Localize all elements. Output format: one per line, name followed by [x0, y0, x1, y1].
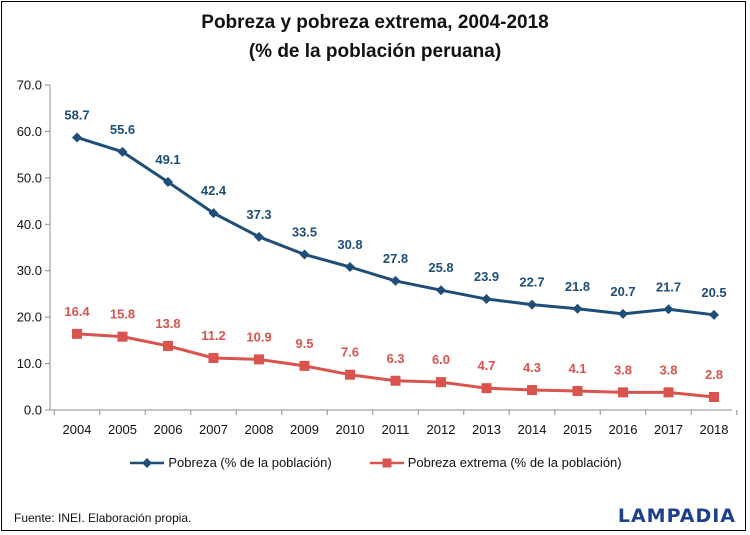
data-point-pobreza: [572, 303, 583, 314]
chart-title: Pobreza y pobreza extrema, 2004-2018: [201, 12, 549, 33]
x-tick-label: 2016: [609, 422, 638, 437]
data-point-pobreza: [390, 275, 401, 286]
data-point-pobreza: [709, 309, 719, 320]
data-point-pobreza-extrema: [254, 354, 264, 365]
data-label-pobreza: 55.6: [110, 122, 135, 137]
y-tick-label: 70.0: [17, 78, 42, 93]
data-point-pobreza: [299, 249, 310, 260]
x-tick-label: 2008: [245, 422, 274, 437]
data-label-pobreza-extrema: 16.4: [64, 304, 90, 319]
chart-subtitle: (% de la población peruana): [248, 41, 502, 62]
data-label-pobreza-extrema: 6.0: [432, 352, 450, 367]
x-tick-label: 2007: [199, 422, 228, 437]
data-label-pobreza: 20.5: [701, 285, 726, 300]
data-point-pobreza-extrema: [390, 375, 401, 386]
data-point-pobreza-extrema: [72, 328, 82, 339]
data-label-pobreza: 58.7: [64, 107, 89, 122]
data-point-pobreza-extrema: [527, 385, 537, 396]
data-label-pobreza-extrema: 3.8: [659, 362, 677, 377]
data-point-pobreza-extrema: [163, 340, 173, 351]
data-label-pobreza-extrema: 15.8: [110, 307, 135, 322]
y-tick-label: 50.0: [17, 170, 42, 185]
data-label-pobreza: 37.3: [246, 207, 271, 222]
data-label-pobreza: 21.7: [656, 279, 681, 294]
x-tick-label: 2014: [518, 422, 547, 437]
data-label-pobreza: 23.9: [474, 269, 499, 284]
x-tick-label: 2013: [472, 422, 501, 437]
data-point-pobreza: [663, 304, 674, 315]
data-label-pobreza: 22.7: [519, 275, 544, 290]
legend-item-pobreza: Pobreza (% de la población): [128, 455, 332, 470]
data-label-pobreza: 20.7: [610, 284, 635, 299]
x-tick-label: 2005: [108, 422, 137, 437]
data-point-pobreza-extrema: [572, 385, 583, 396]
data-point-pobreza: [527, 299, 537, 310]
data-label-pobreza-extrema: 6.3: [386, 351, 404, 366]
data-label-pobreza: 25.8: [428, 260, 453, 275]
x-tick-label: 2011: [382, 422, 410, 437]
data-label-pobreza: 30.8: [337, 237, 362, 252]
x-tick-label: 2010: [336, 422, 365, 437]
data-point-pobreza-extrema: [481, 383, 492, 394]
data-point-pobreza: [254, 231, 264, 242]
data-label-pobreza: 49.1: [155, 152, 180, 167]
lampadia-logo: LAMPADIA: [617, 505, 736, 527]
data-label-pobreza-extrema: 3.8: [614, 362, 632, 377]
data-point-pobreza: [618, 308, 628, 319]
data-point-pobreza-extrema: [618, 387, 628, 398]
data-label-pobreza: 21.8: [565, 279, 590, 294]
data-label-pobreza-extrema: 4.3: [523, 360, 541, 375]
legend-item-pobreza-extrema: Pobreza extrema (% de la población): [368, 455, 622, 470]
data-point-pobreza: [436, 285, 446, 296]
data-point-pobreza-extrema: [436, 377, 446, 388]
y-tick-label: 0.0: [24, 403, 42, 418]
y-tick-label: 30.0: [17, 263, 42, 278]
data-point-pobreza-extrema: [208, 353, 219, 363]
legend-marker-square: [369, 458, 404, 467]
x-tick-label: 2012: [427, 422, 456, 437]
legend-marker-diamond: [130, 457, 165, 468]
data-point-pobreza-extrema: [709, 392, 719, 402]
data-point-pobreza: [163, 177, 173, 188]
data-point-pobreza: [208, 208, 219, 219]
chart-legend: Pobreza (% de la población) Pobreza extr…: [0, 455, 750, 470]
data-label-pobreza-extrema: 10.9: [246, 329, 271, 344]
x-tick-label: 2009: [290, 422, 319, 437]
data-point-pobreza-extrema: [345, 369, 355, 380]
data-label-pobreza: 33.5: [292, 224, 317, 239]
x-tick-label: 2017: [654, 422, 683, 437]
data-point-pobreza: [481, 294, 492, 305]
data-label-pobreza-extrema: 9.5: [295, 336, 313, 351]
x-tick-label: 2004: [63, 422, 92, 437]
data-point-pobreza-extrema: [117, 331, 128, 342]
data-label-pobreza-extrema: 4.1: [568, 361, 586, 376]
data-label-pobreza-extrema: 11.2: [201, 328, 226, 343]
data-point-pobreza: [117, 146, 128, 157]
x-tick-label: 2018: [700, 422, 729, 437]
y-tick-label: 10.0: [17, 356, 42, 371]
x-tick-label: 2006: [154, 422, 183, 437]
data-label-pobreza: 27.8: [383, 251, 408, 266]
y-tick-label: 40.0: [17, 217, 42, 232]
y-tick-label: 20.0: [17, 310, 42, 325]
data-point-pobreza-extrema: [299, 360, 310, 371]
data-label-pobreza: 42.4: [201, 183, 227, 198]
data-label-pobreza-extrema: 4.7: [477, 358, 495, 373]
data-label-pobreza-extrema: 2.8: [705, 367, 723, 382]
data-label-pobreza-extrema: 7.6: [341, 345, 359, 360]
data-point-pobreza: [345, 262, 355, 272]
legend-label-pobreza-extrema: Pobreza extrema (% de la población): [407, 455, 622, 470]
data-point-pobreza: [72, 132, 82, 143]
data-point-pobreza-extrema: [663, 387, 674, 398]
source-note: Fuente: INEI. Elaboración propia.: [14, 511, 192, 525]
y-tick-label: 60.0: [17, 124, 42, 139]
x-tick-label: 2015: [563, 422, 592, 437]
legend-label-pobreza: Pobreza (% de la población): [168, 455, 332, 470]
data-label-pobreza-extrema: 13.8: [155, 316, 180, 331]
